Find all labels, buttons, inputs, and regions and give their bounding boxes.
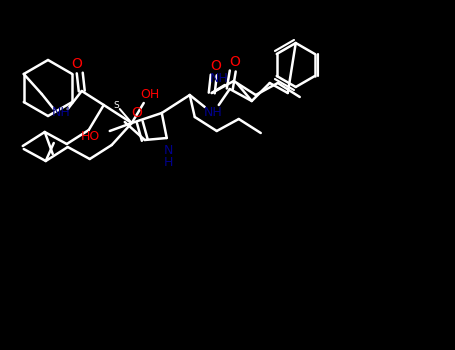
Text: OH: OH — [140, 89, 159, 101]
Text: O: O — [131, 106, 142, 120]
Text: H: H — [164, 155, 173, 168]
Text: O: O — [71, 57, 82, 71]
Text: HO: HO — [81, 131, 100, 144]
Text: N: N — [164, 144, 173, 156]
Text: O: O — [210, 59, 221, 73]
Text: NH: NH — [210, 71, 229, 84]
Text: O: O — [229, 55, 240, 69]
Text: NH: NH — [51, 105, 70, 119]
Text: NH: NH — [203, 105, 222, 119]
Text: S: S — [113, 100, 119, 110]
